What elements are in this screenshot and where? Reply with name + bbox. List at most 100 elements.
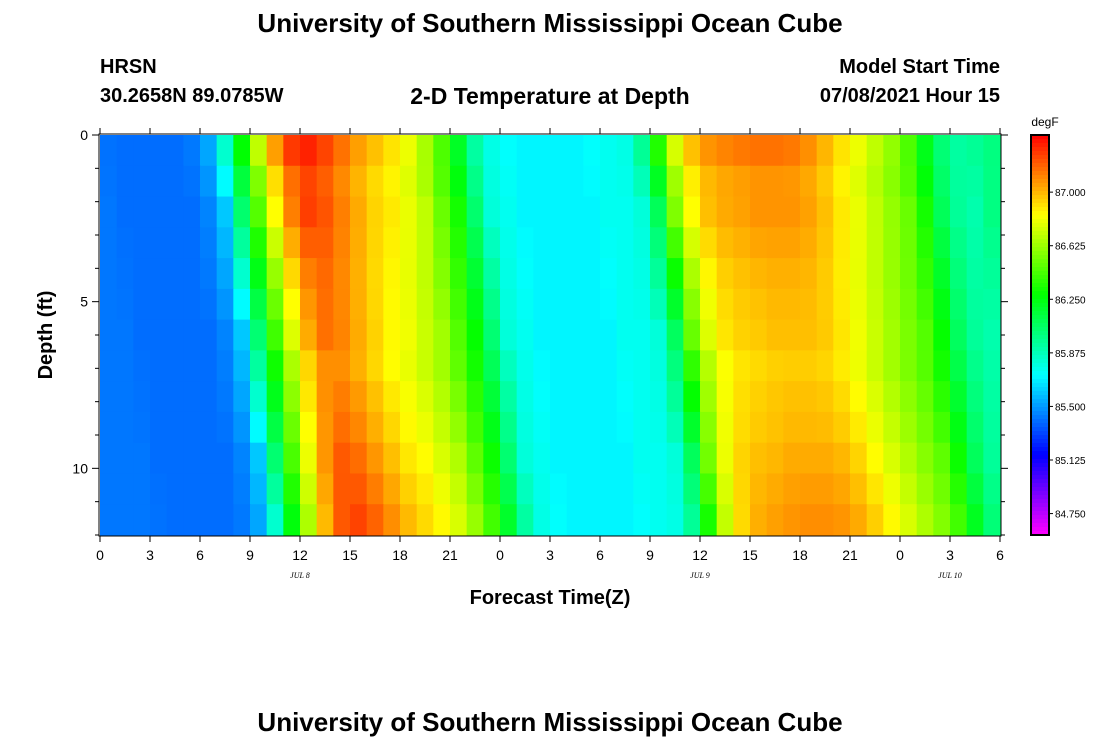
heatmap-cell	[933, 381, 951, 413]
colorbar-segment	[1031, 495, 1049, 500]
heatmap-cell	[933, 288, 951, 321]
heatmap-cell	[683, 442, 701, 475]
heatmap-cell	[266, 442, 284, 475]
heatmap-cell	[783, 411, 801, 444]
colorbar-segment	[1031, 443, 1049, 448]
heatmap-cell	[966, 227, 984, 259]
heatmap-cell	[716, 227, 734, 259]
heatmap-cell	[800, 196, 818, 228]
heatmap-cell	[900, 442, 918, 475]
heatmap-cell	[933, 473, 951, 505]
heatmap-cell	[566, 135, 584, 167]
heatmap-cell	[216, 165, 234, 198]
x-tick-label: 18	[792, 547, 808, 563]
heatmap-cell	[333, 258, 351, 290]
heatmap-cell	[266, 504, 284, 536]
heatmap-cell	[333, 319, 351, 351]
heatmap-cell	[983, 411, 1001, 444]
heatmap-cell	[216, 473, 234, 505]
heatmap-cell	[300, 319, 318, 351]
heatmap-cell	[100, 288, 118, 321]
heatmap-cell	[150, 442, 168, 475]
heatmap-cell	[316, 350, 334, 382]
heatmap-cell	[666, 319, 684, 351]
colorbar-segment	[1031, 527, 1049, 532]
heatmap-cell	[133, 196, 151, 228]
heatmap-cell	[883, 381, 901, 413]
heatmap-cell	[650, 381, 668, 413]
heatmap-cell	[616, 196, 634, 228]
heatmap-cell	[766, 196, 784, 228]
heatmap-cell	[900, 135, 918, 167]
heatmap-cell	[633, 442, 651, 475]
heatmap-cell	[800, 165, 818, 198]
colorbar-segment	[1031, 415, 1049, 420]
heatmap-cell	[683, 411, 701, 444]
heatmap-cell	[283, 350, 301, 382]
heatmap-cell	[183, 350, 201, 382]
heatmap-cell	[650, 319, 668, 351]
heatmap-cell	[300, 411, 318, 444]
heatmap-cell	[250, 288, 268, 321]
heatmap-cell	[233, 288, 251, 321]
heatmap-cell	[350, 350, 368, 382]
colorbar-segment	[1031, 171, 1049, 176]
heatmap-cell	[766, 411, 784, 444]
x-tick-label: 9	[646, 547, 654, 563]
colorbar-segment	[1031, 159, 1049, 164]
heatmap-cell	[650, 350, 668, 382]
heatmap-cell	[200, 411, 218, 444]
colorbar-segment	[1031, 447, 1049, 452]
heatmap-cell	[200, 473, 218, 505]
heatmap-cell	[983, 319, 1001, 351]
heatmap-cell	[350, 381, 368, 413]
heatmap-cell	[433, 165, 451, 198]
heatmap-cell	[733, 288, 751, 321]
heatmap-cell	[283, 288, 301, 321]
heatmap-cell	[900, 473, 918, 505]
heatmap-cell	[866, 504, 884, 536]
heatmap-cell	[800, 319, 818, 351]
colorbar-frame	[1030, 134, 1050, 536]
heatmap-cell	[983, 135, 1001, 167]
heatmap-cell	[500, 258, 518, 290]
colorbar-segment	[1031, 183, 1049, 188]
heatmap-cell	[633, 319, 651, 351]
x-tick-label: 18	[392, 547, 408, 563]
heatmap-cell	[383, 504, 401, 536]
colorbar-segment	[1031, 391, 1049, 396]
heatmap-cell	[316, 165, 334, 198]
heatmap-cell	[933, 196, 951, 228]
heatmap-cell	[316, 135, 334, 167]
heatmap-cell	[183, 165, 201, 198]
heatmap-cell	[600, 319, 618, 351]
heatmap-cell	[533, 411, 551, 444]
colorbar-segment	[1031, 387, 1049, 392]
heatmap-cell	[850, 196, 868, 228]
x-tick-label: 3	[146, 547, 154, 563]
heatmap-cell	[400, 135, 418, 167]
heatmap-cell	[550, 473, 568, 505]
heatmap-cell	[283, 442, 301, 475]
heatmap-cell	[716, 504, 734, 536]
heatmap-cell	[716, 288, 734, 321]
colorbar-segment	[1031, 491, 1049, 496]
heatmap-cell	[666, 165, 684, 198]
heatmap-cell	[683, 165, 701, 198]
heatmap-cell	[583, 411, 601, 444]
heatmap-cell	[116, 411, 134, 444]
heatmap-cell	[200, 442, 218, 475]
heatmap-cell	[400, 442, 418, 475]
colorbar-tick-label: 86.250	[1055, 295, 1086, 306]
heatmap-cell	[316, 411, 334, 444]
heatmap-cell	[766, 135, 784, 167]
footer-title: University of Southern Mississippi Ocean…	[257, 707, 843, 737]
heatmap-cell	[450, 411, 468, 444]
heatmap-cell	[766, 258, 784, 290]
heatmap-cell	[850, 165, 868, 198]
heatmap-cell	[183, 473, 201, 505]
heatmap-cell	[200, 350, 218, 382]
heatmap-cell	[633, 288, 651, 321]
colorbar-segment	[1031, 307, 1049, 312]
heatmap-cell	[266, 473, 284, 505]
